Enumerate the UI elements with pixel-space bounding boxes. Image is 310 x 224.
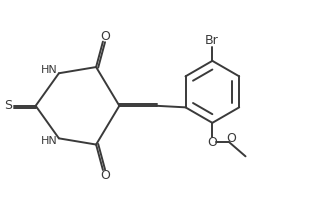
Text: S: S <box>4 99 12 112</box>
Text: O: O <box>227 132 237 145</box>
Text: HN: HN <box>41 65 57 75</box>
Text: Br: Br <box>205 34 219 47</box>
Text: O: O <box>100 169 110 182</box>
Text: O: O <box>100 30 110 43</box>
Text: O: O <box>207 136 217 149</box>
Text: HN: HN <box>41 136 57 146</box>
